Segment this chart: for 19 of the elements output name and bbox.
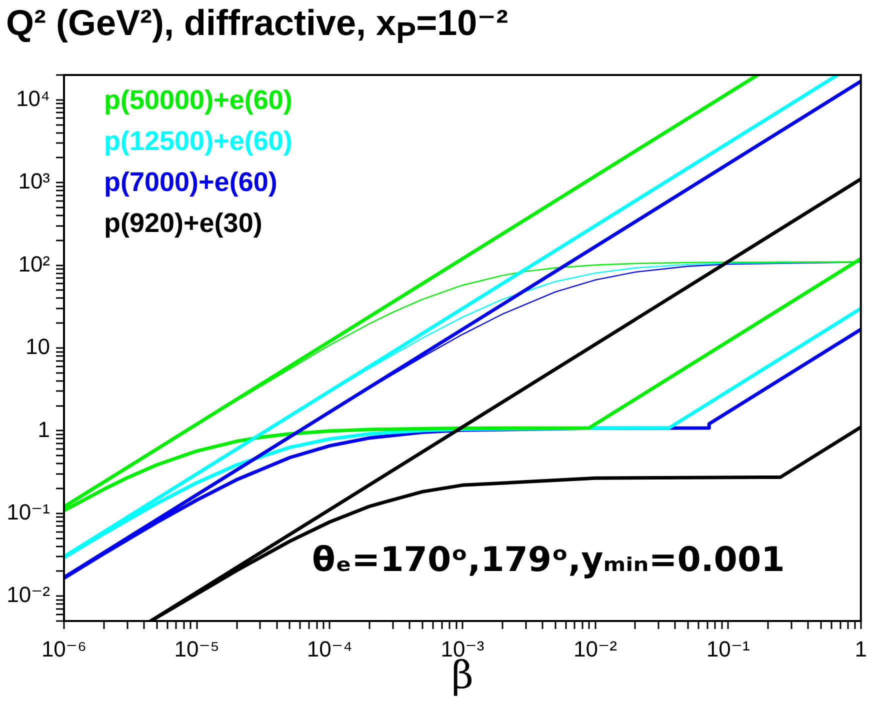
y-tick-label: 10	[26, 334, 50, 360]
x-tick-label: 10⁻⁶	[41, 636, 87, 662]
y-tick-label: 10²	[18, 251, 50, 276]
y-tick-label: 10⁻²	[6, 582, 50, 608]
text: p(920)+e(30)	[104, 208, 262, 238]
annotation: θₑ=170ᵒ,179ᵒ,yₘᵢₙ=0.001	[312, 540, 785, 580]
x-tick-label: 1	[854, 636, 868, 662]
x-tick-label: 10⁻²	[574, 636, 617, 662]
y-tick-label: 1	[38, 416, 50, 442]
x-tick-label: 10⁻¹	[706, 636, 750, 662]
y-tick-label: 10³	[18, 168, 50, 194]
x-tick-label: 10⁻⁵	[174, 636, 220, 662]
chart-title: Q² (GeV²), diffractive, x$_{P}$=10⁻²	[6, 2, 508, 52]
y-tick-label: 10⁴	[16, 86, 50, 111]
text: p(12500)+e(60)	[104, 126, 292, 156]
text: p(50000)+e(60)	[104, 85, 292, 115]
y-tick-label: 10⁻¹	[6, 499, 50, 524]
x-tick-label: 10⁻⁴	[306, 636, 352, 662]
text: p(7000)+e(60)	[104, 167, 278, 197]
